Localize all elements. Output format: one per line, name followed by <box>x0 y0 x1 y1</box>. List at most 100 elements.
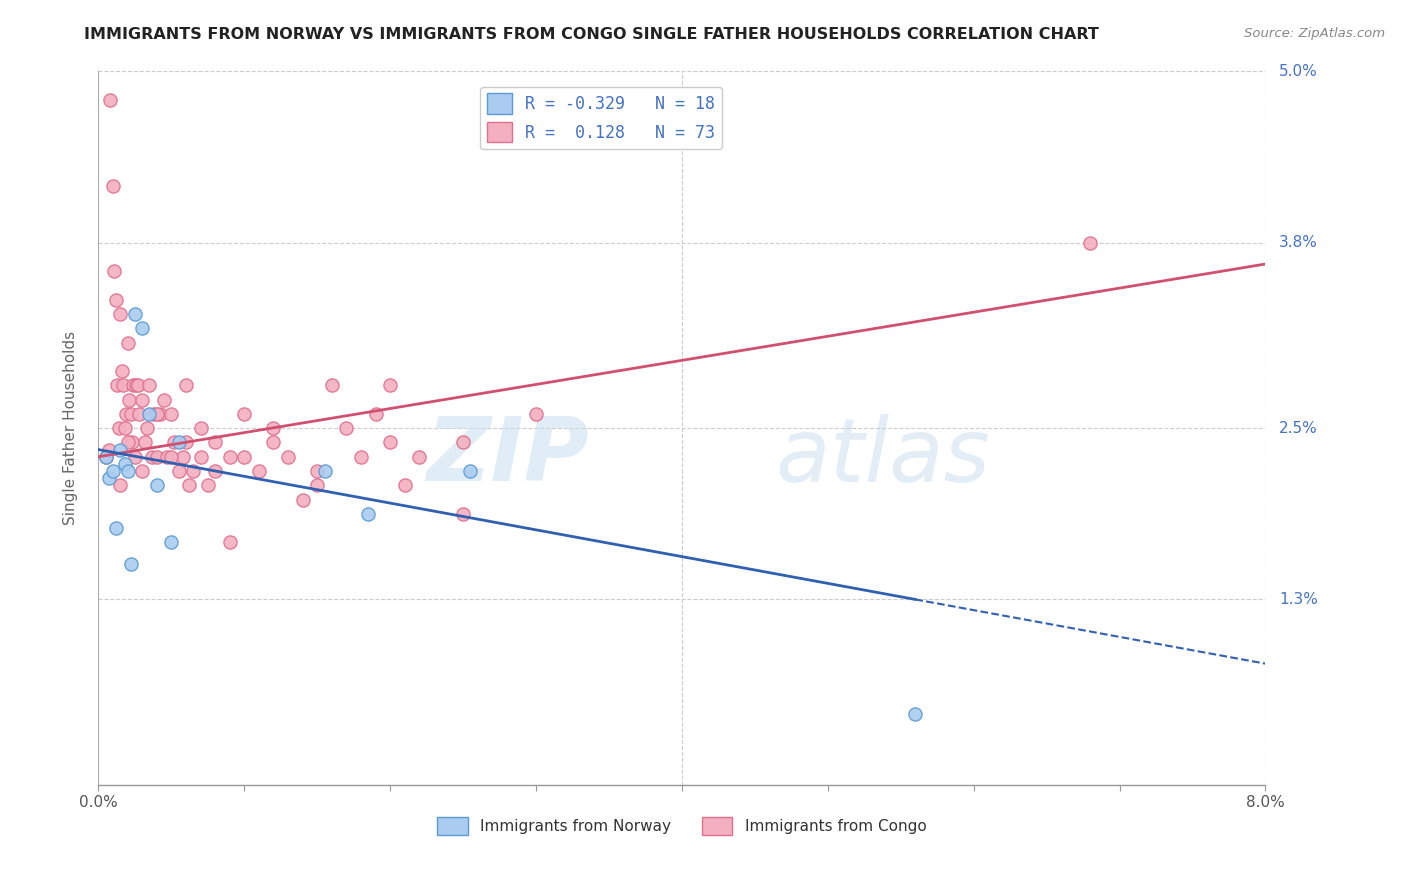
Point <box>142 407 165 421</box>
Point <box>380 435 402 450</box>
Point <box>134 435 156 450</box>
Point <box>127 378 149 392</box>
Point <box>101 178 124 193</box>
Point <box>125 378 148 392</box>
Text: atlas: atlas <box>775 414 990 500</box>
Point <box>128 407 150 421</box>
Point <box>94 450 117 464</box>
Point <box>197 478 219 492</box>
Point <box>357 507 380 521</box>
Point <box>98 93 121 107</box>
Point <box>112 378 135 392</box>
Point <box>105 378 128 392</box>
Point <box>190 421 212 435</box>
Point <box>114 457 136 471</box>
Point <box>115 407 138 421</box>
Point <box>524 407 547 421</box>
Point <box>117 335 139 350</box>
Point <box>204 435 226 450</box>
Point <box>108 421 131 435</box>
Y-axis label: Single Father Households: Single Father Households <box>63 331 77 525</box>
Point <box>160 450 183 464</box>
Point <box>146 407 169 421</box>
Point <box>190 450 212 464</box>
Point <box>233 407 256 421</box>
Point <box>104 293 127 307</box>
Point <box>149 407 172 421</box>
Point <box>904 706 927 721</box>
Point <box>307 478 329 492</box>
Point <box>307 464 329 478</box>
Point <box>97 442 120 457</box>
Text: 5.0%: 5.0% <box>1279 64 1317 78</box>
Point <box>394 478 416 492</box>
Point <box>146 450 169 464</box>
Point <box>124 450 146 464</box>
Point <box>124 307 146 321</box>
Point <box>131 464 153 478</box>
Point <box>120 407 142 421</box>
Point <box>141 450 163 464</box>
Text: 2.5%: 2.5% <box>1279 421 1317 435</box>
Point <box>233 450 256 464</box>
Point <box>262 435 284 450</box>
Point <box>177 478 200 492</box>
Point <box>380 378 402 392</box>
Point <box>110 442 132 457</box>
Point <box>291 492 314 507</box>
Point <box>218 535 240 549</box>
Point <box>135 421 157 435</box>
Point <box>122 378 145 392</box>
Point <box>262 421 284 435</box>
Point <box>204 464 226 478</box>
Point <box>104 521 127 535</box>
Point <box>117 435 139 450</box>
Point <box>364 407 387 421</box>
Point <box>156 450 179 464</box>
Point <box>218 450 240 464</box>
Point <box>247 464 270 478</box>
Point <box>1080 235 1102 250</box>
Point <box>111 364 134 378</box>
Point <box>314 464 336 478</box>
Point <box>101 464 124 478</box>
Point <box>167 464 190 478</box>
Point <box>350 450 373 464</box>
Text: Source: ZipAtlas.com: Source: ZipAtlas.com <box>1244 27 1385 40</box>
Text: IMMIGRANTS FROM NORWAY VS IMMIGRANTS FROM CONGO SINGLE FATHER HOUSEHOLDS CORRELA: IMMIGRANTS FROM NORWAY VS IMMIGRANTS FRO… <box>84 27 1099 42</box>
Point <box>160 407 183 421</box>
Point <box>110 307 132 321</box>
Point <box>146 478 169 492</box>
Point <box>138 378 160 392</box>
Point <box>163 435 186 450</box>
Point <box>121 435 143 450</box>
Point <box>451 507 474 521</box>
Point <box>160 535 183 549</box>
Point <box>131 321 153 335</box>
Point <box>114 421 136 435</box>
Point <box>117 464 139 478</box>
Text: 3.8%: 3.8% <box>1279 235 1319 250</box>
Point <box>277 450 299 464</box>
Point <box>110 478 132 492</box>
Point <box>103 264 125 278</box>
Point <box>118 392 141 407</box>
Point <box>451 435 474 450</box>
Point <box>131 392 153 407</box>
Point <box>335 421 357 435</box>
Point <box>460 464 482 478</box>
Point <box>94 450 117 464</box>
Point <box>321 378 343 392</box>
Text: 1.3%: 1.3% <box>1279 592 1319 607</box>
Point <box>408 450 430 464</box>
Text: ZIP: ZIP <box>426 413 589 500</box>
Point <box>181 464 204 478</box>
Point <box>174 378 197 392</box>
Point <box>120 557 142 571</box>
Point <box>174 435 197 450</box>
Point <box>167 435 190 450</box>
Point <box>153 392 176 407</box>
Legend: Immigrants from Norway, Immigrants from Congo: Immigrants from Norway, Immigrants from … <box>432 811 932 841</box>
Point <box>97 471 120 485</box>
Point <box>172 450 194 464</box>
